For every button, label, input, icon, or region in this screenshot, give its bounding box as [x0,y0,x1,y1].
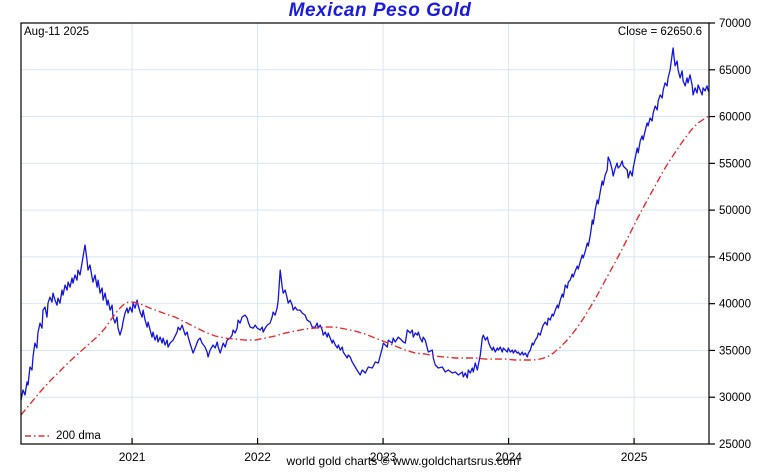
dma-line-swatch-icon [25,435,49,437]
y-tick-label: 40000 [719,299,751,311]
x-tick-label: 2025 [621,450,648,464]
y-tick-label: 50000 [719,205,751,217]
plot-border [20,22,710,445]
y-tick-label: 35000 [719,345,751,357]
y-tick-label: 70000 [719,18,751,30]
x-tick-label: 2022 [244,450,271,464]
y-tick-label: 45000 [719,252,751,264]
legend: 200 dma [24,430,101,442]
credit-footer: world gold charts © www.goldchartsrus.co… [286,454,520,468]
legend-label: 200 dma [56,430,101,442]
y-tick-label: 60000 [719,112,751,124]
y-tick-label: 55000 [719,158,751,170]
close-value-label: Close = 62650.6 [617,26,702,38]
chart-title: Mexican Peso Gold [288,0,472,21]
dma200-line [20,115,710,416]
price-line [20,47,710,401]
y-tick-label: 25000 [719,439,751,451]
last-date-label: Aug-11 2025 [24,26,90,38]
x-tick-label: 2024 [495,450,522,464]
x-tick-label: 2023 [370,450,397,464]
y-tick-label: 65000 [719,65,751,77]
y-tick-label: 30000 [719,392,751,404]
x-tick-label: 2021 [119,450,146,464]
